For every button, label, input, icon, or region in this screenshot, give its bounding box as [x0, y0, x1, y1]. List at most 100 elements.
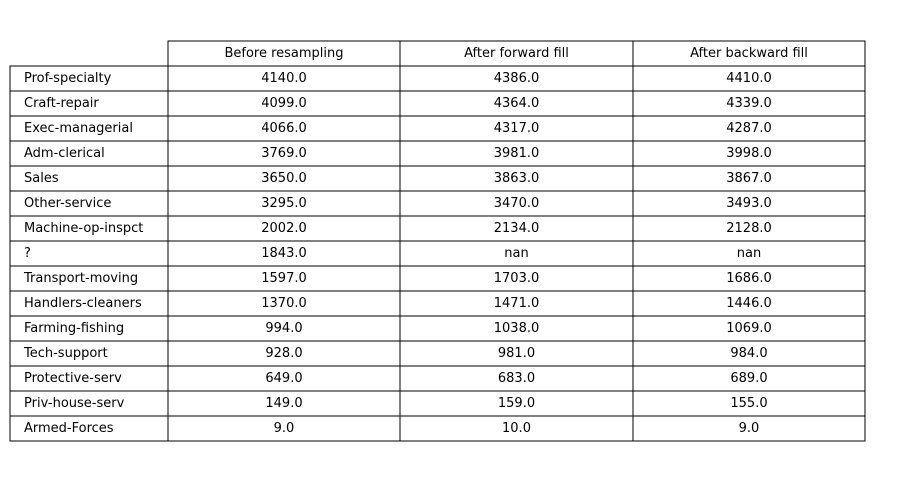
- row-label: Machine-op-inspct: [24, 221, 143, 236]
- cell-value: 1446.0: [726, 296, 772, 311]
- table-cell: [167, 390, 401, 417]
- table-cell: [399, 190, 634, 217]
- cell-value: 2128.0: [726, 221, 772, 236]
- table-cell: [167, 165, 401, 192]
- cell-value: 4339.0: [726, 96, 772, 111]
- cell-value: 3981.0: [494, 146, 540, 161]
- table-cell: [167, 190, 401, 217]
- row-label: Other-service: [24, 196, 111, 211]
- table-cell: [632, 190, 866, 217]
- row-label-cell: [9, 240, 169, 267]
- table-cell: [167, 365, 401, 392]
- table-cell: [167, 315, 401, 342]
- cell-value: 1038.0: [494, 321, 540, 336]
- cell-value: 3863.0: [494, 171, 540, 186]
- column-header: After forward fill: [464, 46, 569, 61]
- cell-value: 4066.0: [261, 121, 307, 136]
- data-table: Before resampling After forward fill After…: [9, 40, 866, 442]
- cell-value: 1843.0: [261, 246, 307, 261]
- column-header: After backward fill: [690, 46, 808, 61]
- cell-value: 4386.0: [494, 71, 540, 86]
- table-cell: [632, 140, 866, 167]
- row-label-cell: [9, 190, 169, 217]
- cell-value: 149.0: [265, 396, 302, 411]
- table-cell: [632, 315, 866, 342]
- cell-value: 3998.0: [726, 146, 772, 161]
- row-label: Tech-support: [23, 346, 108, 361]
- table-cell: [399, 415, 634, 442]
- table-cell: [167, 415, 401, 442]
- cell-value: 981.0: [498, 346, 535, 361]
- table-cell: [399, 165, 634, 192]
- table-cell: [632, 390, 866, 417]
- row-label-cell: [9, 340, 169, 367]
- cell-value: 2134.0: [494, 221, 540, 236]
- row-label-cell: [9, 365, 169, 392]
- column-header-cell: [399, 40, 634, 67]
- column-header-cell: [632, 40, 866, 67]
- cell-value: 3470.0: [494, 196, 540, 211]
- cell-value: 649.0: [265, 371, 302, 386]
- row-label-cell: [9, 140, 169, 167]
- row-label: Craft-repair: [24, 96, 99, 111]
- table-cell: [399, 140, 634, 167]
- cell-value: 1471.0: [494, 296, 540, 311]
- cell-value: 9.0: [274, 421, 295, 436]
- table-cell: [632, 115, 866, 142]
- row-label-cell: [9, 290, 169, 317]
- table-cell: [167, 115, 401, 142]
- row-label: ?: [24, 246, 31, 261]
- table-cell: [399, 215, 634, 242]
- cell-value: 1686.0: [726, 271, 772, 286]
- cell-value: 4410.0: [726, 71, 772, 86]
- row-label: Protective-serv: [24, 371, 122, 386]
- table-cell: [167, 215, 401, 242]
- cell-value: 4364.0: [494, 96, 540, 111]
- table-cell: [632, 240, 866, 267]
- table-cell: [399, 340, 634, 367]
- cell-value: 4140.0: [261, 71, 307, 86]
- table-cell: [632, 265, 866, 292]
- cell-value: 3650.0: [261, 171, 307, 186]
- cell-value: 3867.0: [726, 171, 772, 186]
- row-label: Sales: [24, 171, 59, 186]
- cell-value: 1370.0: [261, 296, 307, 311]
- row-label: Prof-specialty: [24, 71, 112, 86]
- table-cell: [399, 315, 634, 342]
- row-label-cell: [9, 115, 169, 142]
- cell-value: 1597.0: [261, 271, 307, 286]
- column-header: Before resampling: [224, 46, 343, 61]
- cell-value: 159.0: [498, 396, 535, 411]
- table-cell: [167, 340, 401, 367]
- cell-value: nan: [737, 246, 761, 261]
- row-label: Exec-managerial: [24, 121, 133, 136]
- cell-value: 689.0: [730, 371, 767, 386]
- table-cell: [632, 340, 866, 367]
- row-label: Handlers-cleaners: [24, 296, 142, 311]
- cell-value: 9.0: [739, 421, 760, 436]
- row-label-cell: [9, 415, 169, 442]
- table-cell: [399, 115, 634, 142]
- row-label: Transport-moving: [23, 271, 138, 286]
- row-label: Farming-fishing: [24, 321, 124, 336]
- cell-value: 1703.0: [494, 271, 540, 286]
- table-cell: [399, 90, 634, 117]
- table-cell: [632, 415, 866, 442]
- row-label-cell: [9, 90, 169, 117]
- row-label: Adm-clerical: [24, 146, 105, 161]
- cell-value: 984.0: [730, 346, 767, 361]
- row-label: Priv-house-serv: [24, 396, 125, 411]
- table-cell: [167, 90, 401, 117]
- cell-value: nan: [504, 246, 528, 261]
- row-label-cell: [9, 390, 169, 417]
- cell-value: 1069.0: [726, 321, 772, 336]
- cell-value: 4317.0: [494, 121, 540, 136]
- cell-value: 994.0: [265, 321, 302, 336]
- cell-value: 3493.0: [726, 196, 772, 211]
- table-cell: [632, 215, 866, 242]
- cell-value: 155.0: [730, 396, 767, 411]
- cell-value: 683.0: [498, 371, 535, 386]
- table-cell: [632, 165, 866, 192]
- cell-value: 3769.0: [261, 146, 307, 161]
- table-cell: [632, 65, 866, 92]
